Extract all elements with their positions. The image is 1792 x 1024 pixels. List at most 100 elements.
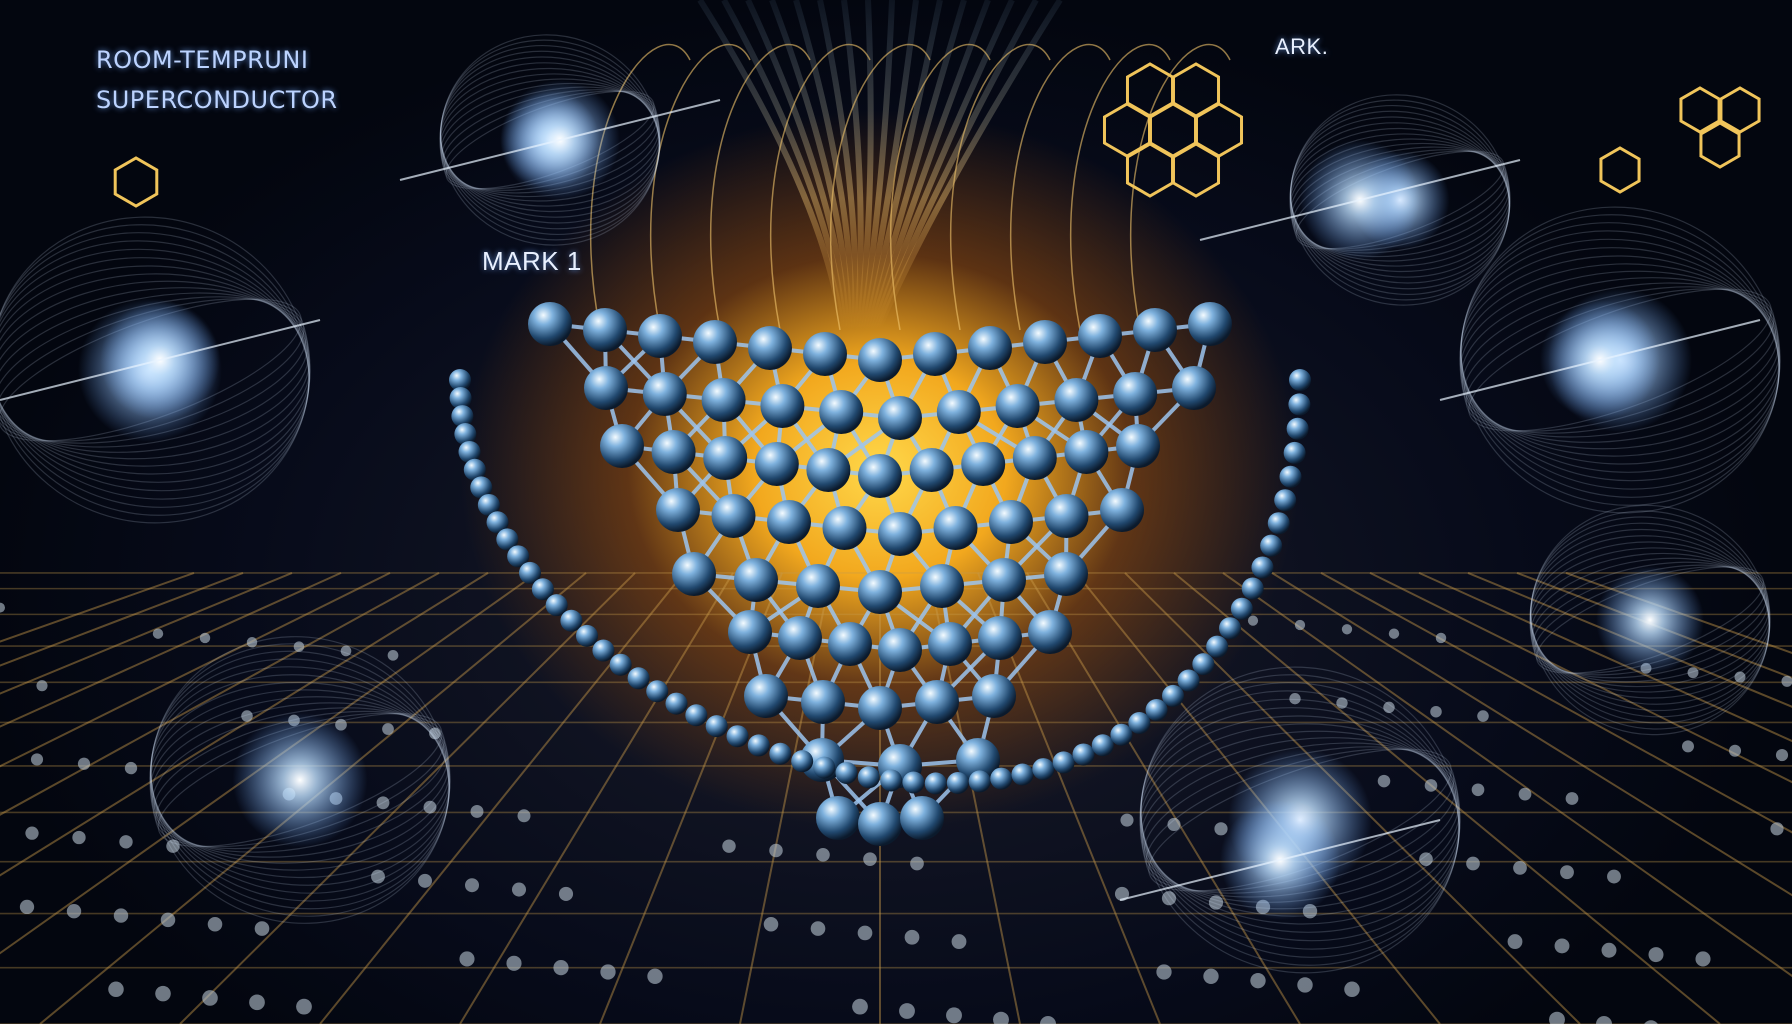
field-swirl	[1139, 715, 1461, 925]
field-swirl	[150, 643, 450, 917]
grid-stud	[1120, 813, 1134, 827]
grid-stud	[0, 602, 5, 613]
grid-stud	[1477, 710, 1489, 722]
grid-stud	[1294, 619, 1306, 631]
atom-sphere	[913, 332, 957, 376]
grid-line	[1173, 572, 1721, 1024]
grid-stud	[553, 960, 569, 976]
atom-sphere-small	[496, 528, 519, 551]
atom-sphere	[642, 372, 687, 416]
grid-stud	[816, 848, 830, 862]
atom-sphere-small	[592, 639, 615, 662]
field-swirl	[1529, 528, 1771, 712]
grid-line	[1271, 572, 1792, 897]
atom-sphere-small	[1192, 653, 1215, 676]
atom-sphere	[1172, 366, 1216, 410]
atom-sphere	[936, 390, 981, 434]
field-swirl	[1289, 138, 1511, 262]
flare-streak	[0, 319, 321, 401]
grid-stud	[1644, 1020, 1658, 1024]
field-swirl	[1290, 104, 1510, 296]
energy-beam	[867, 0, 991, 331]
field-swirl	[0, 232, 310, 508]
atom-sphere	[822, 506, 867, 550]
energy-beam	[855, 0, 874, 331]
grid-stud	[1336, 697, 1348, 709]
grid-stud	[1513, 860, 1527, 875]
energy-beam	[865, 0, 967, 331]
atom-sphere	[778, 616, 822, 660]
grid-stud	[506, 955, 522, 971]
grid-stud	[1430, 705, 1442, 718]
atom-sphere-small	[990, 767, 1013, 790]
grid-stud	[946, 1007, 962, 1024]
field-swirl	[0, 248, 311, 492]
atom-sphere	[796, 564, 840, 608]
grid-stud	[1167, 817, 1181, 832]
atom-sphere	[754, 442, 799, 486]
grid-stud	[72, 830, 86, 845]
atom-sphere	[858, 570, 902, 614]
grid-stud	[1565, 792, 1579, 805]
grid-stud	[1549, 1011, 1565, 1024]
mark-label: MARK 1	[482, 246, 582, 276]
atom-sphere	[1012, 436, 1057, 480]
field-swirl	[1139, 698, 1461, 942]
field-swirl	[1140, 674, 1460, 966]
grid-stud	[517, 809, 531, 823]
atom-sphere-small	[880, 769, 903, 792]
field-swirl	[439, 34, 661, 246]
atom-sphere	[858, 454, 902, 498]
grid-stud	[1419, 852, 1433, 866]
atom-sphere	[978, 616, 1022, 660]
grid-line	[1418, 571, 1792, 743]
atom-sphere-small	[1110, 723, 1133, 746]
grid-stud	[647, 968, 663, 984]
energy-beam	[769, 0, 853, 331]
atom-sphere-small	[470, 476, 493, 499]
grid-stud	[951, 934, 967, 949]
atom-sphere	[1113, 372, 1158, 416]
swirl-glow	[1596, 566, 1704, 674]
grid-stud	[1770, 822, 1784, 836]
grid-stud	[993, 1011, 1009, 1024]
grid-stud	[1682, 740, 1694, 753]
atom-sphere	[728, 610, 772, 654]
grid-stud	[600, 964, 616, 980]
grid-stud	[119, 835, 133, 849]
atom-sphere-small	[1145, 699, 1168, 722]
field-swirl	[439, 73, 661, 207]
atom-sphere	[760, 384, 805, 428]
atom-sphere-small	[1072, 743, 1095, 766]
field-swirl	[1459, 270, 1781, 450]
grid-stud	[1734, 671, 1746, 683]
grid-stud	[1601, 942, 1617, 958]
light-flares	[0, 80, 1761, 920]
field-swirl	[439, 67, 661, 213]
atom-sphere	[748, 326, 792, 370]
field-swirl	[440, 44, 660, 236]
grid-stud	[1607, 869, 1621, 884]
field-arc	[1070, 43, 1171, 331]
field-swirl	[0, 240, 310, 500]
field-swirl	[1460, 277, 1780, 443]
field-swirl	[1289, 94, 1511, 306]
grid-stud	[241, 710, 253, 722]
atom-sphere	[819, 390, 864, 434]
atom-sphere-small	[451, 405, 474, 428]
field-swirl	[150, 650, 450, 910]
atom-sphere	[1028, 610, 1072, 654]
field-swirl	[1530, 522, 1770, 718]
grid-stud	[857, 925, 873, 941]
field-swirl	[1289, 133, 1511, 267]
atom-sphere-small	[946, 772, 969, 795]
grid-stud	[1214, 822, 1228, 836]
atom-sphere-small	[747, 734, 770, 757]
atom-sphere-small	[449, 369, 471, 391]
field-swirl	[150, 636, 450, 924]
atom-sphere-small	[1052, 751, 1075, 774]
atom-sphere	[651, 430, 696, 474]
atom-sphere-small	[1274, 489, 1297, 512]
atom-sphere	[956, 738, 1000, 782]
atom-sphere	[1054, 378, 1099, 422]
